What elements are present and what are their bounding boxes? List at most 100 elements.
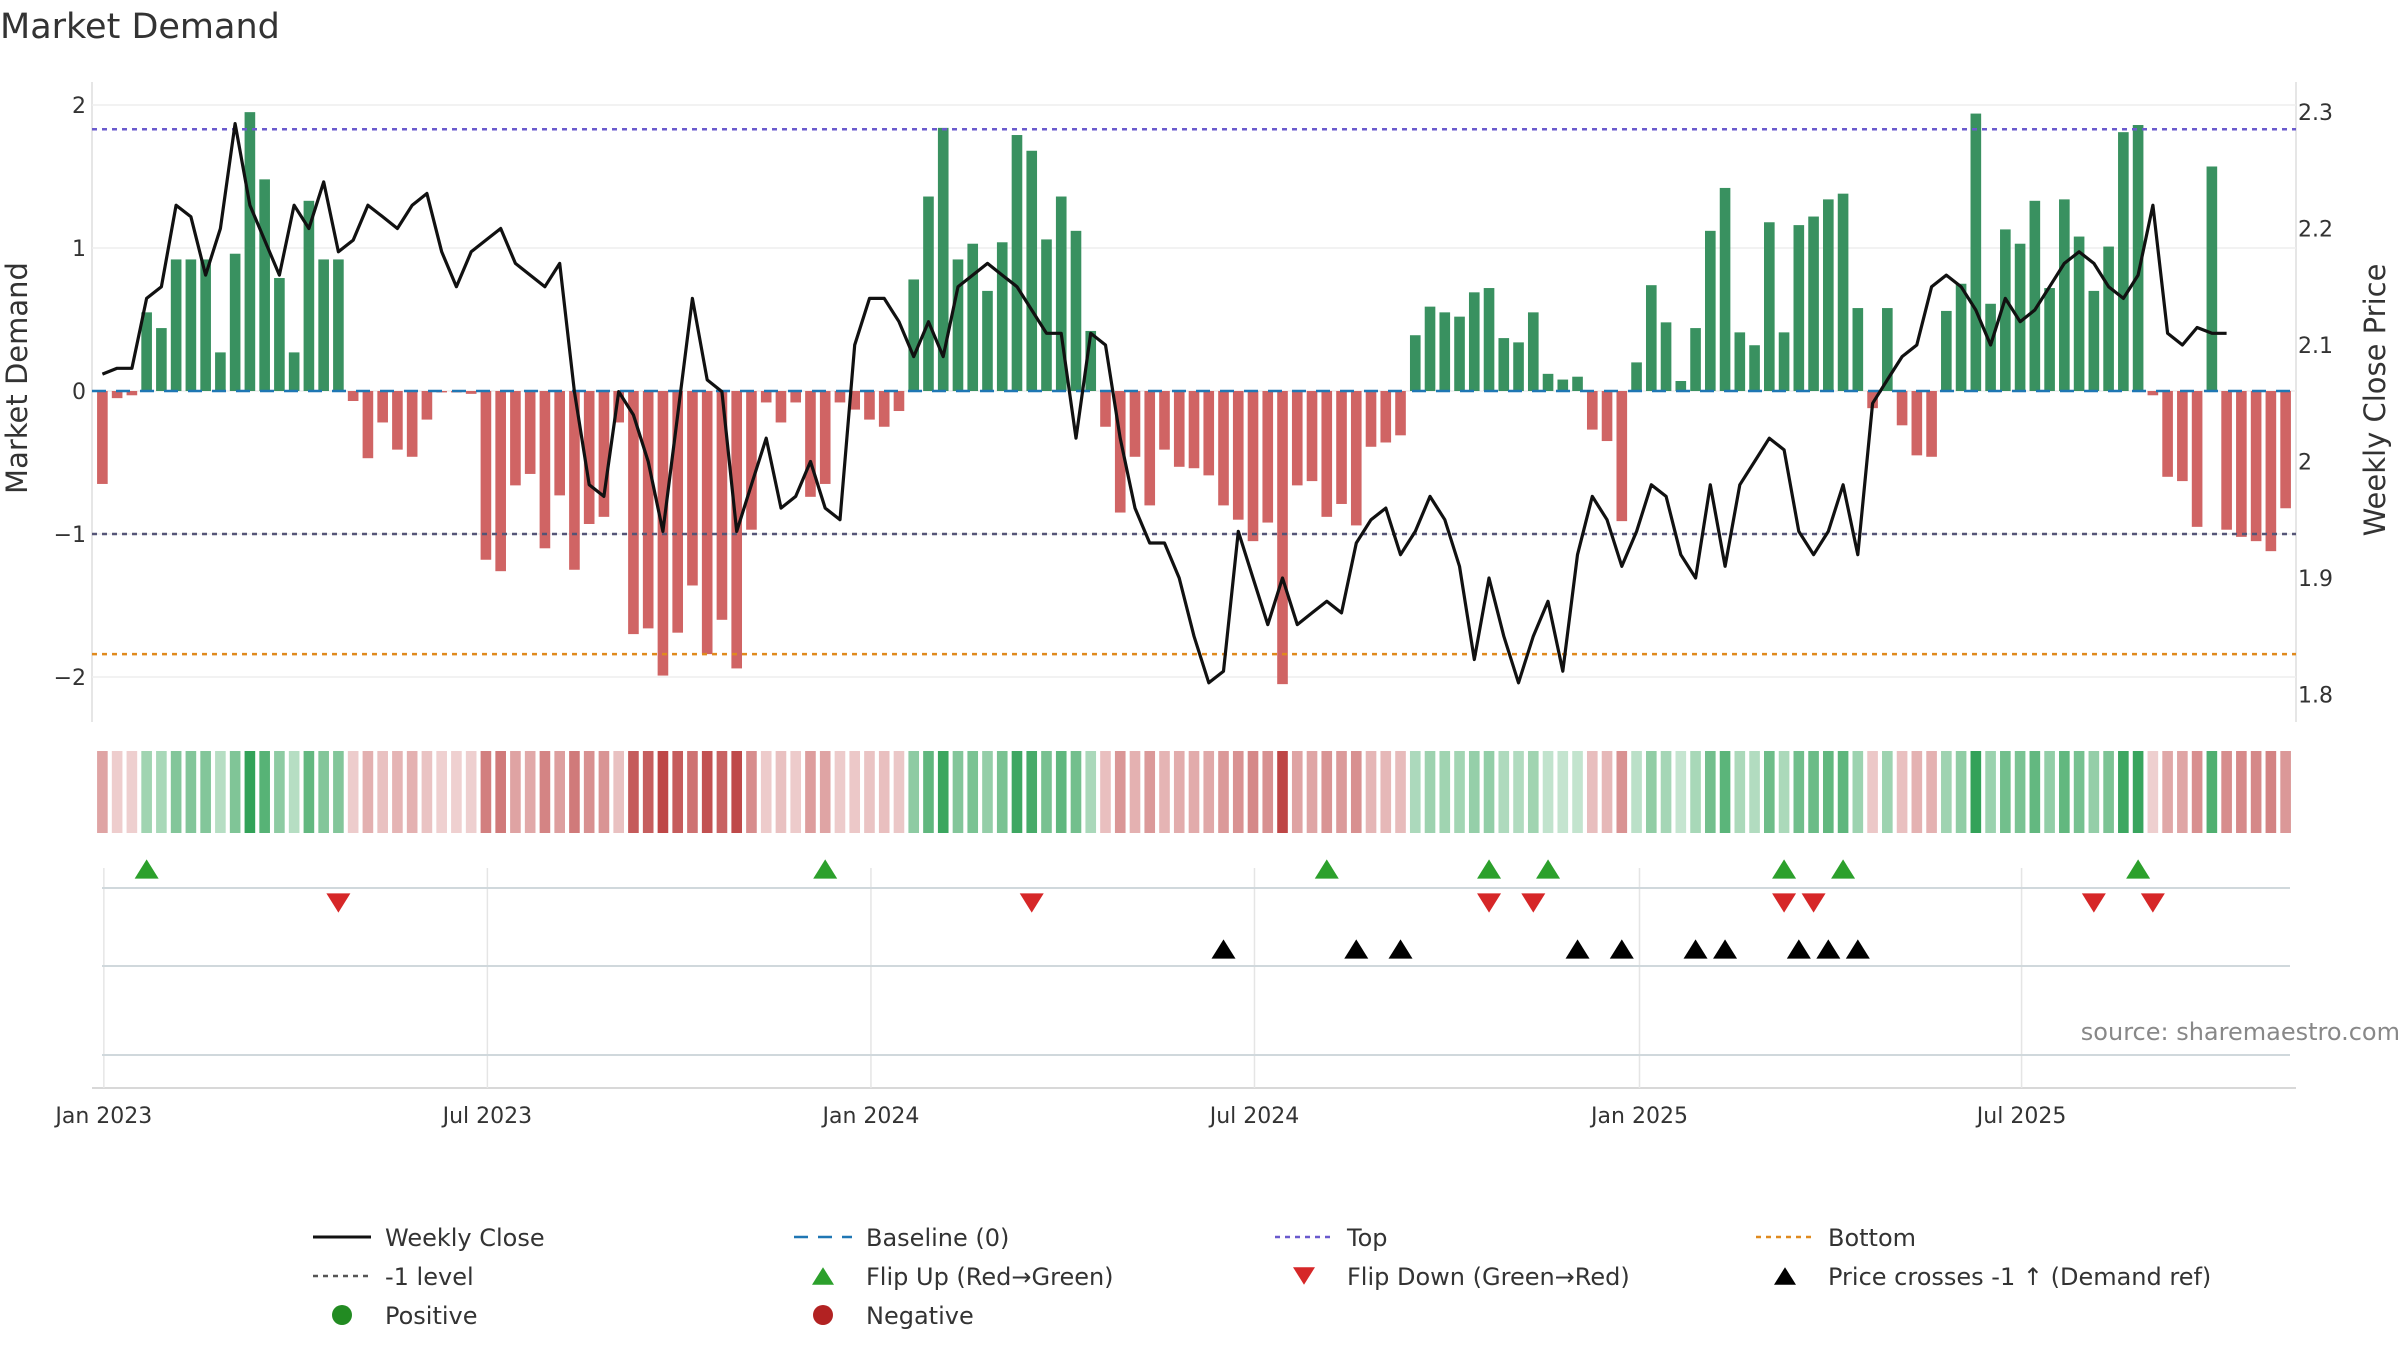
heat-cell [1660,751,1672,833]
heat-cell [1601,751,1613,833]
price-cross-marker [1845,939,1870,959]
demand-bar [2000,229,2011,391]
demand-bar [539,391,551,549]
heat-cell [1911,751,1923,833]
demand-bar [1129,391,1141,457]
heat-cell [1970,751,1982,833]
demand-bar [1424,306,1436,391]
heat-cell [1704,751,1716,833]
heat-cell [1159,751,1170,833]
heat-cell [1572,751,1583,833]
flip-down-marker [1521,893,1546,913]
heat-cell [539,751,551,833]
demand-bar [952,259,964,391]
heat-cell [1586,751,1598,833]
demand-bar [111,391,123,399]
demand-bar [1218,391,1229,506]
heat-cell [583,751,595,833]
demand-bar [967,243,979,391]
demand-bar [1660,322,1672,391]
heat-cell [200,751,211,833]
heat-cell [377,751,388,833]
heat-cell [1690,751,1701,833]
heat-cell [834,751,846,833]
heat-cell [1454,751,1465,833]
heat-cell [760,751,772,833]
demand-bar [2236,391,2247,537]
heat-cell [1350,751,1362,833]
heat-cell [1926,751,1937,833]
y2-tick-label: 2 [2298,451,2312,476]
y-axis-label: Market Demand [0,262,34,494]
heat-cell [141,751,152,833]
price-cross-marker [1609,939,1634,959]
demand-bar [1380,391,1392,443]
legend-swatch-dot [813,1305,833,1325]
heat-cell [303,751,315,833]
demand-bar [1719,187,1731,391]
demand-bar [672,391,684,633]
demand-bar [790,391,802,403]
demand-bar [1409,335,1421,391]
heat-cell [1557,751,1569,833]
demand-bar [923,196,934,391]
demand-bar [687,391,698,586]
demand-bar [1041,239,1052,391]
heat-cell [2280,751,2291,833]
legend-label: Baseline (0) [866,1224,1009,1252]
demand-bar [569,391,580,570]
demand-bar [303,200,315,391]
x-tick-label: Jan 2023 [53,1104,152,1129]
demand-bar [554,391,565,496]
demand-bar [982,290,993,391]
demand-bar [1498,338,1510,391]
demand-bar [996,242,1008,391]
heat-cell [2177,751,2188,833]
heat-cell [170,751,182,833]
heat-cell [1867,751,1878,833]
demand-bar [480,391,492,560]
demand-bar [1778,332,1790,391]
legend-swatch-tri-up [812,1267,834,1285]
legend: Weekly Close Baseline (0) Top Bottom -1 leve… [313,1224,2211,1330]
heat-cell [510,751,521,833]
demand-bar [1764,222,1775,391]
heat-cell [701,751,713,833]
demand-bar [1867,391,1878,409]
heat-cell [1793,751,1805,833]
heat-cell [1144,751,1156,833]
heat-cell [569,751,580,833]
heat-cell [1719,751,1731,833]
demand-bar [200,259,211,391]
demand-bar [864,391,875,420]
demand-bar [834,391,846,403]
demand-bar [1970,113,1982,391]
chart-title: Market Demand [0,7,280,47]
demand-bar [229,253,241,391]
flip-down-marker [326,893,351,913]
demand-bar [2162,391,2173,477]
demand-bar [746,391,757,530]
heat-cell [451,751,462,833]
demand-bar [362,391,374,459]
demand-bar [1896,391,1908,426]
heat-cell [2118,751,2129,833]
heat-cell [1882,751,1893,833]
heat-cell [1365,751,1377,833]
heat-cell [642,751,654,833]
heat-cell [2250,751,2262,833]
heat-cell [2265,751,2277,833]
demand-bar [1601,391,1613,442]
tick-labels: 2 1 0 −1 −2 2.3 2.2 2.1 2 1.9 1.8 Jan 2023 Jul 2023 J… [53,94,2333,1129]
heat-cell [1468,751,1480,833]
heat-cell [1203,751,1215,833]
heat-cell [775,751,787,833]
demand-bar [1468,292,1480,391]
demand-bar [2132,125,2144,392]
demand-bar [1321,391,1333,517]
demand-bar [1542,373,1554,391]
heat-cell [1129,751,1141,833]
demand-bar [1262,391,1274,523]
heat-cell [1734,751,1746,833]
